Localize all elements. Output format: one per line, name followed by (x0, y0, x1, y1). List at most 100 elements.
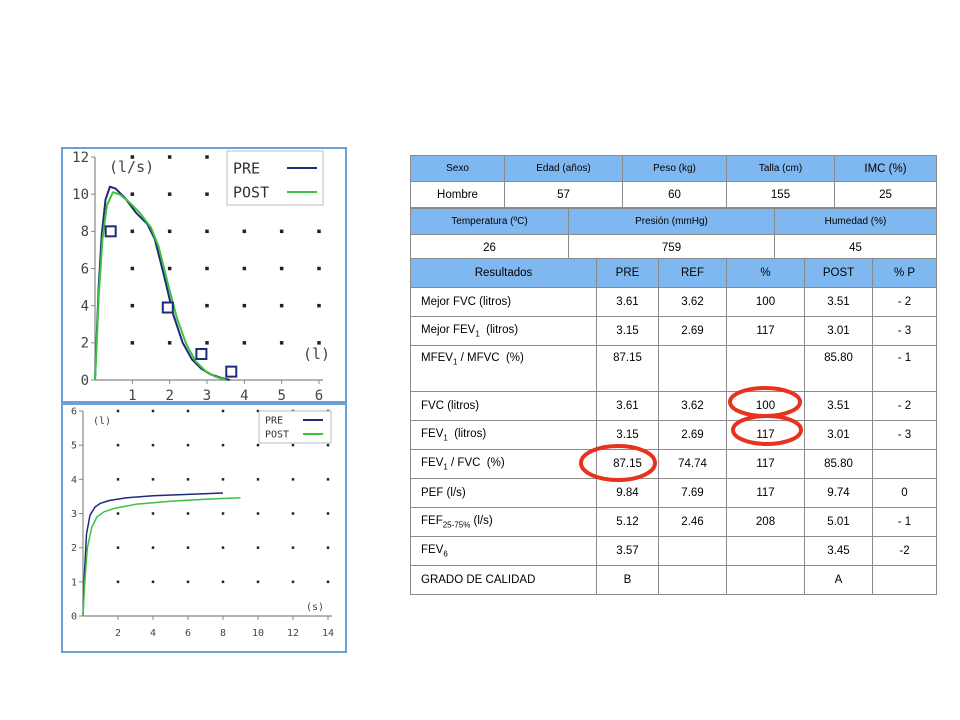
cell-percent-p: - 1 (872, 345, 937, 392)
grid-dot (130, 303, 135, 308)
cell-ref (658, 536, 727, 566)
cell-post: A (804, 565, 873, 595)
grid-dot (326, 580, 330, 584)
marker-square (104, 225, 117, 238)
y-tick-label: 4 (81, 299, 89, 315)
x-tick-label: 6 (315, 388, 323, 403)
grid-dot (279, 229, 284, 234)
cell-post: 9.74 (804, 478, 873, 508)
cell-pre: 3.57 (596, 536, 659, 566)
cell-ref: 2.69 (658, 420, 727, 450)
cell-percent: 100 (726, 287, 805, 317)
cell-pre: 87.15 (596, 449, 659, 479)
y-tick-label: 12 (72, 150, 89, 166)
header-sexo: Sexo (410, 155, 505, 182)
y-tick-label: 10 (72, 187, 89, 203)
cell-percent: 208 (726, 507, 805, 537)
cell-percent: 117 (726, 420, 805, 450)
grid-dot (256, 512, 260, 515)
table-row: FEV1 (litros) 3.15 2.69 117 3.01 - 3 (410, 420, 937, 450)
table-row: GRADO DE CALIDAD B A (410, 565, 937, 595)
header-imc: IMC (%) (834, 155, 937, 182)
x-tick-label: 6 (185, 628, 191, 639)
value-peso: 60 (622, 181, 727, 208)
cell-post: 3.01 (804, 420, 873, 450)
cell-percent (726, 565, 805, 595)
row-label: FEV6 (410, 536, 597, 566)
cell-percent: 117 (726, 449, 805, 479)
grid-dot (205, 341, 209, 345)
grid-dot (116, 409, 120, 413)
grid-dot (326, 478, 330, 481)
grid-dot (186, 580, 190, 584)
grid-dot (205, 155, 209, 159)
value-edad: 57 (504, 181, 623, 208)
cell-post: 3.51 (804, 391, 873, 421)
grid-dot (205, 266, 209, 271)
grid-dot (186, 546, 190, 549)
row-label: GRADO DE CALIDAD (410, 565, 597, 595)
grid-dot (326, 443, 330, 447)
value-sexo: Hombre (410, 181, 505, 208)
y-axis-label: (l/s) (109, 158, 154, 176)
table-row: Mejor FEV1 (litros) 3.15 2.69 117 3.01 -… (410, 316, 937, 346)
grid-dot (317, 266, 321, 271)
grid-dot (130, 266, 135, 271)
cell-pre: 3.61 (596, 391, 659, 421)
cell-percent-p (872, 449, 937, 479)
grid-dot (116, 512, 120, 515)
row-label: Mejor FVC (litros) (410, 287, 597, 317)
demographics-table: Sexo Edad (años) Peso (kg) Talla (cm) IM… (410, 155, 937, 208)
grid-dot (116, 580, 120, 584)
cell-post: 85.80 (804, 345, 873, 392)
cell-post: 3.01 (804, 316, 873, 346)
row-label: MFEV1 / MFVC (%) (410, 345, 597, 392)
grid-dot (242, 229, 247, 234)
grid-dot (291, 512, 295, 515)
cell-post: 3.45 (804, 536, 873, 566)
grid-dot (151, 478, 155, 481)
grid-dot (256, 443, 260, 447)
row-label: FEV1 / FVC (%) (410, 449, 597, 479)
x-tick-label: 2 (115, 628, 121, 639)
grid-dot (317, 303, 321, 308)
cell-ref: 3.62 (658, 391, 727, 421)
table-row: PEF (l/s) 9.84 7.69 117 9.74 0 (410, 478, 937, 508)
cell-pre: B (596, 565, 659, 595)
y-tick-label: 5 (71, 441, 77, 452)
grid-dot (151, 580, 155, 584)
grid-dot (151, 512, 155, 515)
x-tick-label: 12 (287, 628, 299, 639)
cell-pre: 3.15 (596, 420, 659, 450)
grid-dot (116, 443, 120, 447)
row-label: FVC (litros) (410, 391, 597, 421)
grid-dot (242, 303, 247, 308)
value-temperatura: 26 (410, 234, 569, 261)
grid-dot (291, 443, 295, 447)
cell-ref: 7.69 (658, 478, 727, 508)
grid-dot (256, 478, 260, 481)
value-talla: 155 (726, 181, 835, 208)
x-tick-label: 1 (128, 388, 136, 403)
grid-dot (167, 155, 172, 159)
grid-dot (116, 546, 120, 549)
cell-post: 5.01 (804, 507, 873, 537)
legend-box (258, 410, 332, 444)
results-table: Resultados PRE REF % POST % P Mejor FVC … (410, 258, 937, 595)
header-pre: PRE (596, 258, 659, 288)
grid-dot (242, 266, 247, 271)
grid-dot (130, 229, 135, 234)
y-tick-label: 2 (71, 543, 77, 554)
grid-dot (167, 192, 172, 196)
y-tick-label: 6 (71, 407, 77, 418)
legend-box (226, 150, 324, 206)
cell-ref: 74.74 (658, 449, 727, 479)
value-imc: 25 (834, 181, 937, 208)
grid-dot (256, 409, 260, 413)
y-axis-label: (l) (93, 416, 111, 427)
marker-square (225, 365, 238, 378)
grid-dot (279, 266, 284, 271)
series-line-post (82, 497, 241, 617)
table-row: FEV6 3.57 3.45 -2 (410, 536, 937, 566)
